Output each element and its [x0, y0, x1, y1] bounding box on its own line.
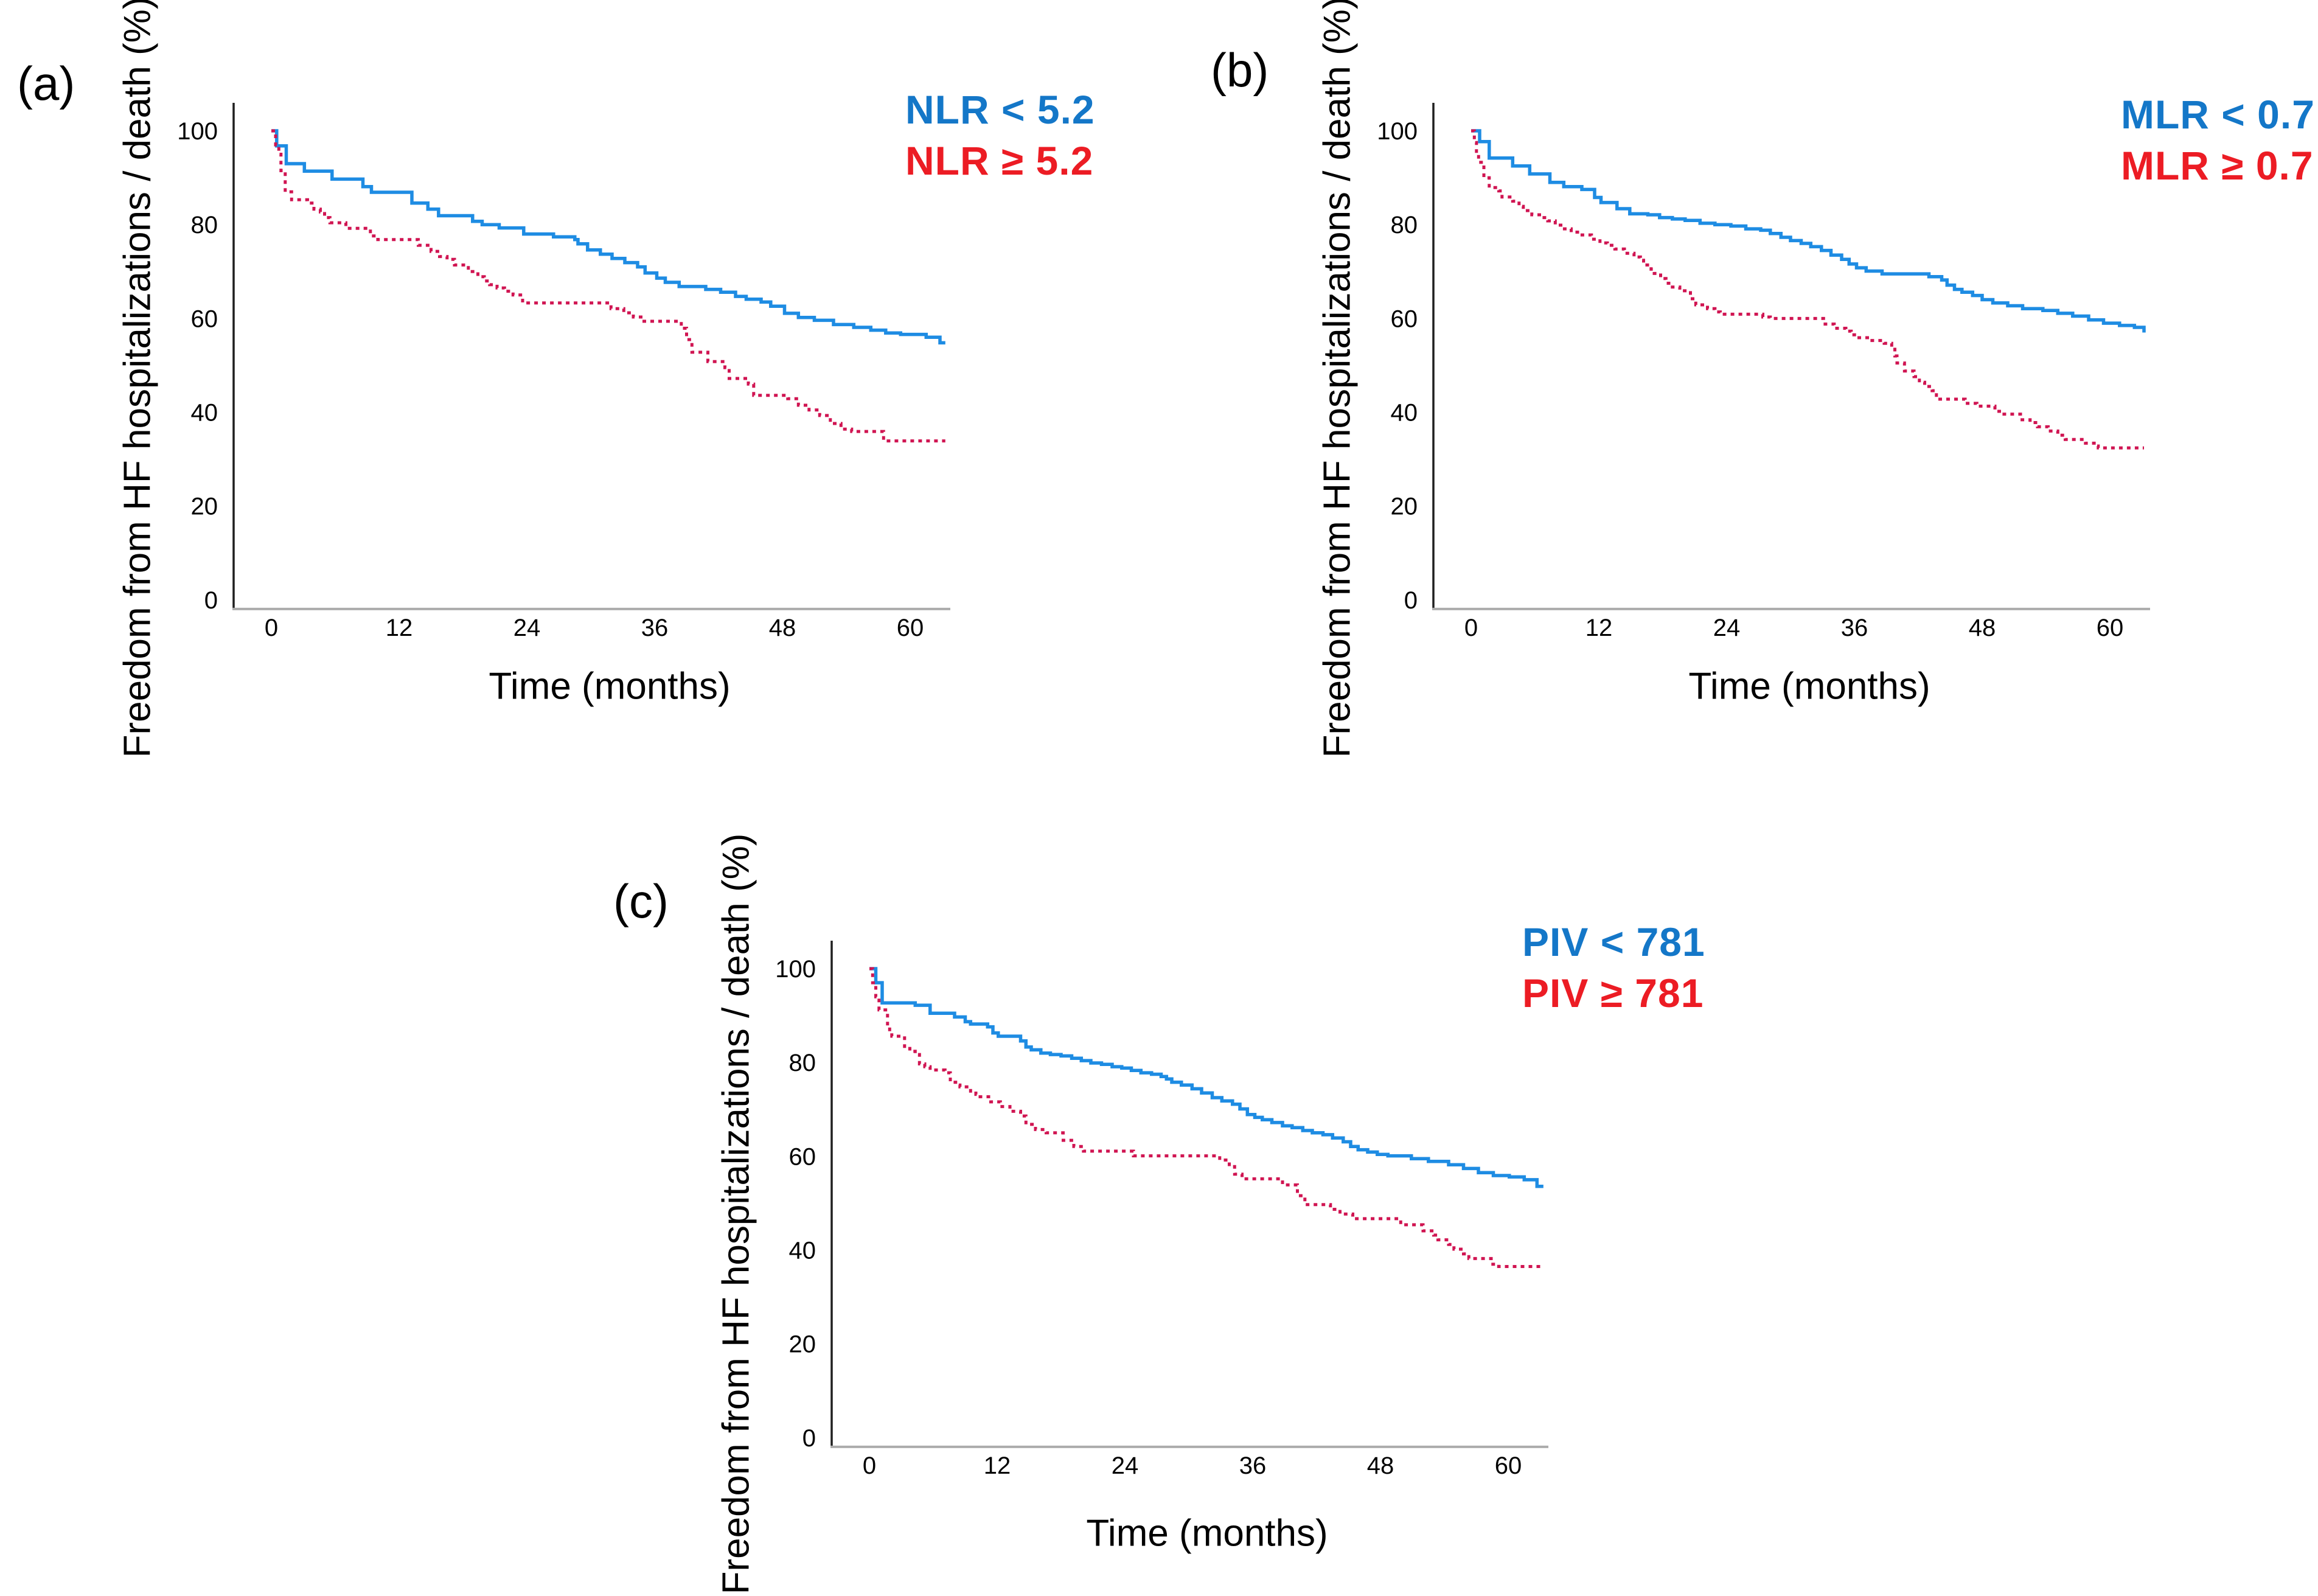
panel-a-letter: (a)	[17, 57, 75, 110]
panel-0-x-tick-60: 60	[897, 615, 924, 641]
panel-c-x-axis-title: Time (months)	[1086, 1512, 1328, 1555]
panel-1-x-tick-36: 36	[1841, 615, 1868, 641]
panel-0-x-tick-36: 36	[641, 615, 669, 641]
panel-2-x-tick-48: 48	[1367, 1452, 1394, 1479]
panel-2-y-tick-60: 60	[789, 1143, 816, 1170]
legend-entry-low: PIV < 781	[1522, 919, 1705, 964]
panel-1-y-tick-40: 40	[1391, 400, 1418, 427]
panel-1-x-tick-12: 12	[1585, 615, 1613, 641]
panel-a-x-axis-title: Time (months)	[489, 665, 731, 708]
panel-2-x-tick-12: 12	[984, 1452, 1011, 1479]
panel-1-y-tick-80: 80	[1391, 212, 1418, 239]
panel-1-y-tick-20: 20	[1391, 493, 1418, 520]
panel-b-x-axis-title: Time (months)	[1688, 665, 1930, 708]
legend-entry-low: NLR < 5.2	[905, 87, 1095, 132]
panel-2-x-tick-24: 24	[1112, 1452, 1139, 1479]
panel-0-y-tick-100: 100	[177, 118, 218, 145]
panel-1-y-tick-60: 60	[1391, 305, 1418, 332]
panel-2-x-tick-0: 0	[863, 1452, 876, 1479]
panel-0-y-tick-20: 20	[191, 493, 218, 520]
panel-2-y-tick-80: 80	[789, 1050, 816, 1076]
panel-0-x-tick-48: 48	[769, 615, 796, 641]
panel-0-y-tick-80: 80	[191, 212, 218, 239]
legend-entry-high: PIV ≥ 781	[1522, 970, 1704, 1016]
panel-0-y-tick-60: 60	[191, 305, 218, 332]
panel-0-y-tick-0: 0	[204, 587, 218, 614]
panel-a-y-axis-title: Freedom from HF hospitalizations / death…	[116, 0, 159, 758]
panel-2-y-tick-20: 20	[789, 1331, 816, 1358]
panel-a-legend: NLR < 5.2 NLR ≥ 5.2	[905, 84, 1095, 186]
panel-c-legend: PIV < 781 PIV ≥ 781	[1522, 916, 1705, 1019]
panel-1-y-tick-100: 100	[1377, 118, 1418, 145]
panel-0-curve-low	[271, 129, 945, 345]
panel-2-curve-low	[869, 967, 1544, 1188]
panel-2-y-tick-0: 0	[802, 1425, 816, 1452]
panel-c-y-axis-title: Freedom from HF hospitalizations / death…	[715, 833, 757, 1595]
panel-0-x-tick-24: 24	[513, 615, 541, 641]
panel-b-y-axis-title: Freedom from HF hospitalizations / death…	[1316, 0, 1359, 758]
panel-0-y-tick-40: 40	[191, 400, 218, 427]
panel-b-letter: (b)	[1211, 43, 1269, 97]
panel-2-curve-high	[869, 967, 1544, 1268]
panel-2-y-tick-100: 100	[775, 956, 816, 983]
panel-2-x-tick-60: 60	[1495, 1452, 1522, 1479]
panel-1-x-tick-0: 0	[1464, 615, 1478, 641]
panel-2-x-tick-36: 36	[1239, 1452, 1267, 1479]
panel-1-curve-low	[1471, 129, 2146, 333]
legend-entry-low: MLR < 0.7	[2121, 92, 2315, 137]
panel-0-curve-high	[271, 129, 945, 443]
panel-b-legend: MLR < 0.7 MLR ≥ 0.7	[2121, 89, 2315, 191]
panel-1-curve-high	[1471, 129, 2144, 450]
panel-0-x-tick-0: 0	[265, 615, 278, 641]
panel-0-x-tick-12: 12	[386, 615, 413, 641]
legend-entry-high: MLR ≥ 0.7	[2121, 143, 2314, 188]
panel-c-letter: (c)	[613, 874, 669, 928]
legend-entry-high: NLR ≥ 5.2	[905, 138, 1094, 183]
panel-1-y-tick-0: 0	[1404, 587, 1418, 614]
panel-1-x-tick-60: 60	[2097, 615, 2124, 641]
panel-1-x-tick-48: 48	[1969, 615, 1996, 641]
panel-1-x-tick-24: 24	[1713, 615, 1741, 641]
panel-2-y-tick-40: 40	[789, 1238, 816, 1264]
